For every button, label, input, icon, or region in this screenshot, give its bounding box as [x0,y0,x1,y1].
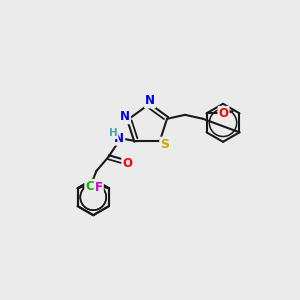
Text: N: N [145,94,155,107]
Text: N: N [114,132,124,145]
Text: Cl: Cl [85,180,98,193]
Text: O: O [219,107,229,120]
Text: H: H [109,128,118,138]
Text: S: S [160,138,169,151]
Text: O: O [122,157,132,170]
Text: N: N [120,110,130,123]
Text: F: F [95,181,103,194]
